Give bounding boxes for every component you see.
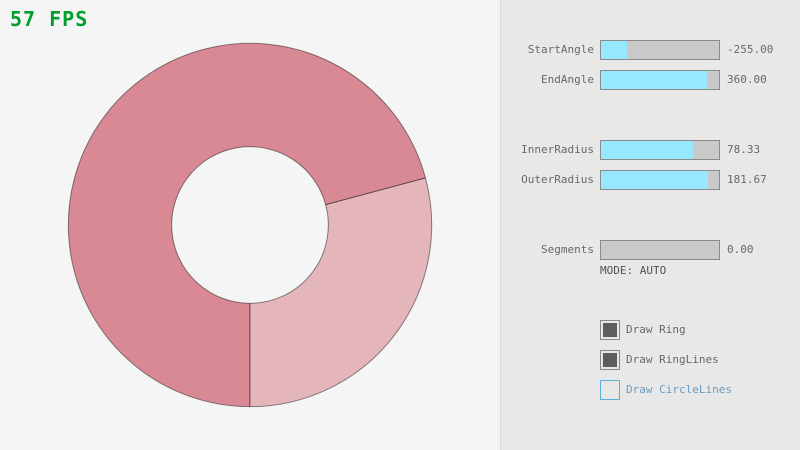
slider-row-innerradius: InnerRadius 78.33: [0, 140, 800, 160]
slider-fill: [601, 71, 708, 89]
slider-bar-outerradius[interactable]: [600, 170, 720, 190]
checkmark-fill: [603, 323, 617, 337]
slider-bar-innerradius[interactable]: [600, 140, 720, 160]
slider-row-endangle: EndAngle 360.00: [0, 70, 800, 90]
fps-counter: 57 FPS: [10, 7, 89, 31]
checkbox-draw-circlelines[interactable]: Draw CircleLines: [0, 380, 800, 400]
slider-value-startangle: -255.00: [727, 43, 774, 56]
checkmark-fill: [603, 383, 617, 397]
slider-fill: [601, 141, 694, 159]
slider-value-innerradius: 78.33: [727, 143, 761, 156]
ring-graphic: [67, 42, 433, 408]
checkmark-fill: [603, 353, 617, 367]
checkbox-label-draw-ringlines: Draw RingLines: [626, 353, 719, 366]
slider-row-outerradius: OuterRadius 181.67: [0, 170, 800, 190]
checkbox-draw-ringlines[interactable]: Draw RingLines: [0, 350, 800, 370]
slider-bar-segments[interactable]: [600, 240, 720, 260]
slider-value-endangle: 360.00: [727, 73, 767, 86]
ring-sector: [67, 42, 427, 408]
checkbox-draw-ring[interactable]: Draw Ring: [0, 320, 800, 340]
slider-row-startangle: StartAngle -255.00: [0, 40, 800, 60]
slider-bar-startangle[interactable]: [600, 40, 720, 60]
checkbox-box-draw-ring[interactable]: [600, 320, 620, 340]
ring-sector: [249, 177, 433, 408]
slider-label-segments: Segments: [541, 243, 594, 256]
slider-label-innerradius: InnerRadius: [521, 143, 594, 156]
segments-mode-text: MODE: AUTO: [600, 264, 667, 277]
slider-fill: [601, 171, 709, 189]
slider-fill: [601, 41, 627, 59]
slider-row-segments: Segments 0.00: [0, 240, 800, 260]
slider-bar-endangle[interactable]: [600, 70, 720, 90]
checkbox-box-draw-circlelines[interactable]: [600, 380, 620, 400]
checkbox-label-draw-ring: Draw Ring: [626, 323, 686, 336]
slider-label-outerradius: OuterRadius: [521, 173, 594, 186]
checkbox-box-draw-ringlines[interactable]: [600, 350, 620, 370]
slider-value-segments: 0.00: [727, 243, 754, 256]
slider-value-outerradius: 181.67: [727, 173, 767, 186]
slider-label-endangle: EndAngle: [541, 73, 594, 86]
checkbox-label-draw-circlelines: Draw CircleLines: [626, 383, 732, 396]
slider-label-startangle: StartAngle: [527, 43, 594, 56]
